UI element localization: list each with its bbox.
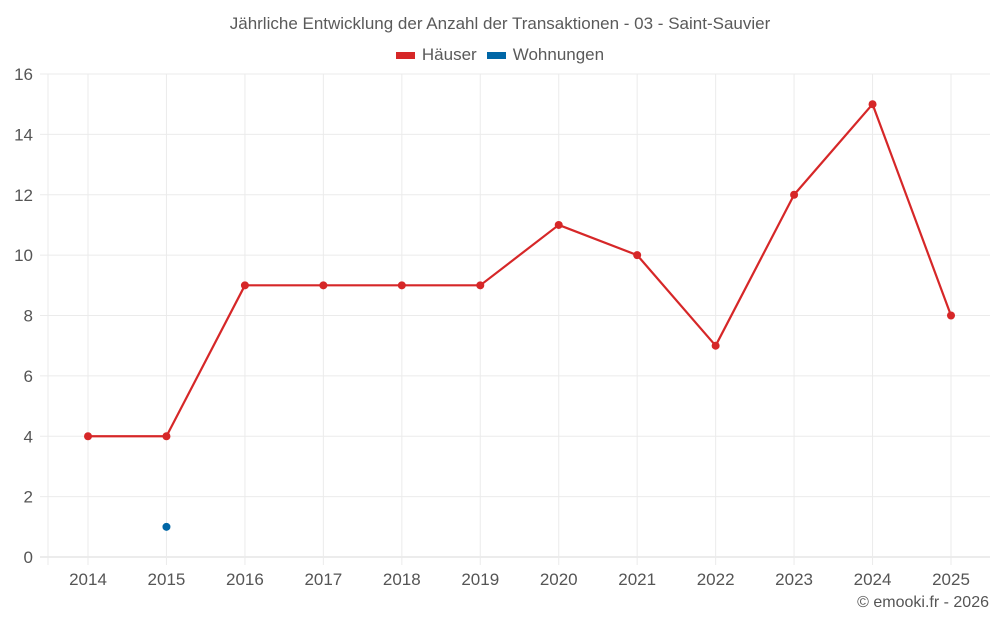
y-tick-label: 12	[14, 186, 33, 205]
x-tick-label: 2022	[697, 570, 735, 589]
x-tick-label: 2019	[461, 570, 499, 589]
data-point-wohnungen[interactable]	[162, 522, 171, 531]
x-tick-label: 2025	[932, 570, 970, 589]
x-tick-label: 2014	[69, 570, 107, 589]
data-point-haeuser[interactable]	[633, 251, 642, 260]
legend-item-wohnungen[interactable]: Wohnungen	[486, 45, 605, 65]
legend-label-wohnungen: Wohnungen	[512, 45, 605, 64]
chart-legend: Häuser Wohnungen	[0, 45, 1000, 65]
x-tick-label: 2024	[854, 570, 892, 589]
legend-swatch-haeuser-icon	[395, 51, 415, 59]
legend-label-haeuser: Häuser	[421, 45, 477, 64]
y-tick-label: 16	[14, 65, 33, 84]
y-tick-label: 2	[24, 488, 33, 507]
y-tick-label: 8	[24, 307, 33, 326]
x-tick-label: 2023	[775, 570, 813, 589]
series-line-haeuser	[88, 103, 953, 438]
data-point-haeuser[interactable]	[319, 281, 328, 290]
data-point-haeuser[interactable]	[711, 341, 720, 350]
data-point-haeuser[interactable]	[240, 281, 249, 290]
data-point-haeuser[interactable]	[947, 311, 955, 320]
data-point-haeuser[interactable]	[397, 281, 406, 290]
y-tick-label: 10	[14, 246, 33, 265]
y-tick-label: 14	[14, 125, 33, 144]
data-point-haeuser[interactable]	[84, 432, 92, 441]
data-point-haeuser[interactable]	[790, 190, 799, 199]
y-tick-label: 0	[24, 548, 33, 567]
y-tick-label: 4	[24, 427, 33, 446]
y-tick-label: 6	[24, 367, 33, 386]
x-tick-label: 2018	[383, 570, 421, 589]
data-point-haeuser[interactable]	[554, 220, 563, 229]
x-tick-label: 2016	[226, 570, 264, 589]
x-tick-label: 2021	[618, 570, 656, 589]
legend-item-haeuser[interactable]: Häuser	[395, 45, 477, 65]
data-point-haeuser[interactable]	[868, 100, 877, 109]
data-point-haeuser[interactable]	[476, 281, 485, 290]
x-tick-label: 2015	[148, 570, 186, 589]
legend-swatch-wohnungen-icon	[486, 51, 506, 59]
x-tick-label: 2017	[304, 570, 342, 589]
copyright-credit: © emooki.fr - 2026	[857, 594, 989, 611]
chart-title: Jährliche Entwicklung der Anzahl der Tra…	[229, 14, 771, 33]
data-point-haeuser[interactable]	[162, 432, 171, 441]
x-tick-label: 2020	[540, 570, 578, 589]
